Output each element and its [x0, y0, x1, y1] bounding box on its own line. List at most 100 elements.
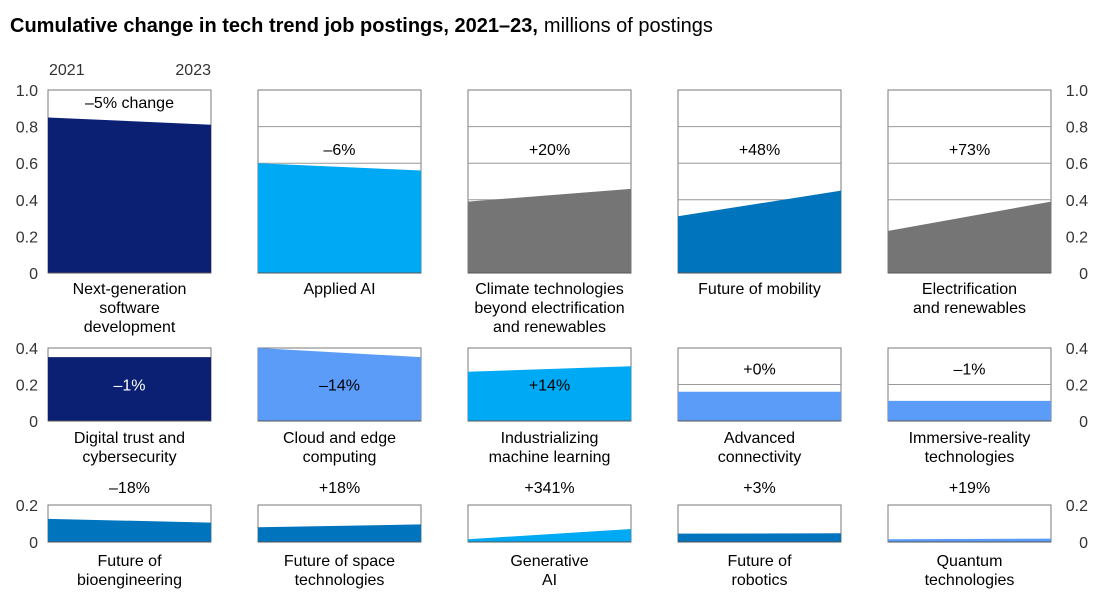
category-label: and renewables [493, 319, 606, 336]
y-tick-label-right: 0.4 [1066, 341, 1088, 358]
category-label: machine learning [489, 449, 611, 466]
change-label: +48% [739, 142, 780, 159]
category-label: Generative [510, 553, 588, 570]
category-label: Next-generation [73, 281, 187, 298]
category-label: technologies [925, 572, 1015, 589]
change-label: –1% [953, 362, 985, 379]
change-label: +19% [949, 480, 990, 497]
area-series [48, 117, 211, 273]
category-label: Applied AI [303, 281, 375, 298]
panel: –5% change Next-generation software develop… [47, 89, 212, 336]
area-series [468, 366, 631, 421]
area-series [678, 533, 841, 542]
category-label: robotics [731, 572, 787, 589]
y-tick-label: 0 [29, 266, 38, 283]
category-label: Digital trust and [74, 430, 185, 447]
panel: +3% Future of robotics [677, 480, 842, 589]
category-label: and renewables [913, 300, 1026, 317]
change-label: +341% [524, 480, 574, 497]
change-label: –5% change [85, 95, 174, 112]
change-label: +14% [529, 378, 570, 395]
area-series [678, 391, 841, 421]
category-label: technologies [295, 572, 385, 589]
category-label: computing [303, 449, 377, 466]
category-label: Electrification [922, 281, 1017, 298]
y-tick-label: 0 [29, 535, 38, 552]
area-series [48, 518, 211, 542]
panel: +19% Quantum technologies [887, 480, 1052, 589]
panel-frame [887, 504, 1052, 543]
y-tick-label: 0.2 [16, 498, 38, 515]
category-label: AI [542, 572, 557, 589]
y-tick-label-right: 0 [1079, 266, 1088, 283]
panel: +20% Climate technologies beyond electrifi… [467, 89, 632, 336]
panel: +18% Future of space technologies [257, 480, 422, 589]
panel: +48% Future of mobility [677, 89, 842, 298]
category-label: beyond electrification [474, 300, 624, 317]
change-label: +73% [949, 142, 990, 159]
change-label: +18% [319, 480, 360, 497]
y-tick-label-right: 0.2 [1066, 498, 1088, 515]
area-series [888, 201, 1051, 273]
panel: –1% Digital trust and cybersecurity [47, 347, 212, 466]
area-series [258, 163, 421, 273]
area-series [468, 529, 631, 542]
y-tick-label-right: 0 [1079, 535, 1088, 552]
category-label: cybersecurity [82, 449, 176, 466]
y-tick-label-right: 0.2 [1066, 229, 1088, 246]
category-label: software [99, 300, 160, 317]
chart-title: Cumulative change in tech trend job post… [10, 15, 713, 37]
x-end-label: 2023 [175, 62, 211, 79]
category-label: Advanced [724, 430, 795, 447]
y-tick-label: 0.2 [16, 378, 38, 395]
y-tick-label-right: 0.2 [1066, 378, 1088, 395]
panel: –18% Future of bioengineering [47, 480, 212, 589]
change-label: –1% [113, 378, 145, 395]
category-label: Industrializing [501, 430, 599, 447]
y-tick-label: 1.0 [16, 83, 38, 100]
y-tick-label: 0.2 [16, 229, 38, 246]
y-tick-label: 0.4 [16, 193, 38, 210]
change-label: +3% [743, 480, 775, 497]
panel: +341% Generative AI [467, 480, 632, 589]
area-series [258, 348, 421, 421]
area-series [678, 190, 841, 273]
area-series [888, 538, 1051, 542]
panels-layer: 1.0 1.0 0.8 0.8 0.6 0.6 0.4 0.4 0.2 0.2 0 0 –5% chan… [16, 83, 1088, 589]
y-tick-label-right: 0.4 [1066, 193, 1088, 210]
change-label: +20% [529, 142, 570, 159]
y-tick-label: 0.8 [16, 120, 38, 137]
y-tick-label: 0.6 [16, 156, 38, 173]
area-series [888, 400, 1051, 421]
category-label: Quantum [937, 553, 1003, 570]
category-label: Future of [97, 553, 162, 570]
y-tick-label-right: 0.8 [1066, 120, 1088, 137]
y-tick-label: 0 [29, 414, 38, 431]
panel: +73% Electrification and renewables [887, 89, 1052, 317]
category-label: Cloud and edge [283, 430, 396, 447]
category-label: Climate technologies [475, 281, 624, 298]
category-label: Future of space [284, 553, 395, 570]
y-tick-label-right: 0 [1079, 414, 1088, 431]
category-label: connectivity [718, 449, 802, 466]
category-label: Future of [727, 553, 792, 570]
panel: –6% Applied AI [257, 89, 422, 298]
panel: –1% Immersive-reality technologies [887, 347, 1052, 466]
category-label: bioengineering [77, 572, 182, 589]
change-label: +0% [743, 362, 775, 379]
y-tick-label-right: 1.0 [1066, 83, 1088, 100]
panel: +14% Industrializing machine learning [467, 347, 632, 466]
x-start-label: 2021 [49, 62, 85, 79]
change-label: –18% [109, 480, 150, 497]
category-label: development [84, 319, 176, 336]
category-label: Future of mobility [698, 281, 821, 298]
area-series [258, 524, 421, 542]
y-tick-label-right: 0.6 [1066, 156, 1088, 173]
title-units: millions of postings [544, 15, 713, 37]
panel: +0% Advanced connectivity [677, 347, 842, 466]
category-label: Immersive-reality [909, 430, 1031, 447]
area-series [48, 357, 211, 421]
change-label: –14% [319, 378, 360, 395]
change-label: –6% [323, 142, 355, 159]
